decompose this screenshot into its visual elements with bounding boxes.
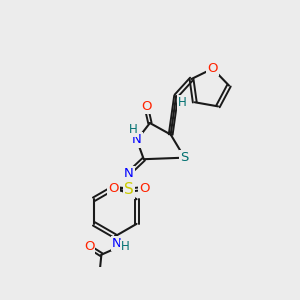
Text: H: H xyxy=(129,123,138,136)
Text: S: S xyxy=(124,182,134,197)
Text: O: O xyxy=(109,182,119,195)
Text: N: N xyxy=(132,134,142,146)
Text: N: N xyxy=(112,237,122,250)
Text: O: O xyxy=(207,62,218,75)
Text: S: S xyxy=(180,151,189,164)
Text: H: H xyxy=(121,241,130,254)
Text: H: H xyxy=(178,96,187,109)
Text: N: N xyxy=(124,167,134,180)
Text: O: O xyxy=(84,241,94,254)
Text: O: O xyxy=(141,100,151,112)
Text: O: O xyxy=(139,182,150,195)
